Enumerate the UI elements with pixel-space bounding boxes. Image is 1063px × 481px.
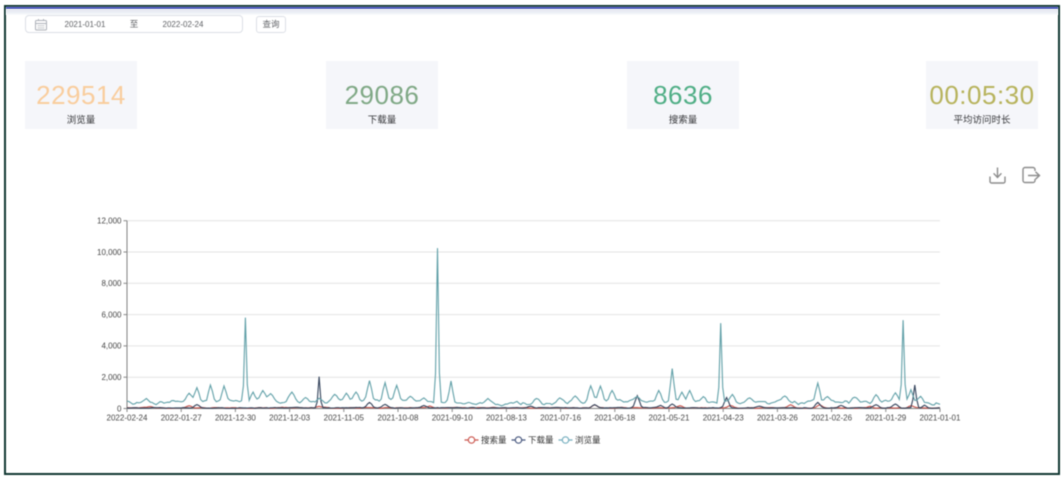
- svg-text:2021-08-13: 2021-08-13: [486, 414, 527, 423]
- svg-text:2021-11-05: 2021-11-05: [324, 414, 365, 423]
- svg-text:下载量: 下载量: [528, 435, 554, 445]
- svg-text:10,000: 10,000: [97, 248, 122, 257]
- svg-text:浏览量: 浏览量: [575, 435, 601, 445]
- svg-text:2021-02-26: 2021-02-26: [811, 414, 852, 423]
- svg-text:2021-07-16: 2021-07-16: [540, 414, 581, 423]
- svg-text:0: 0: [117, 404, 122, 413]
- svg-text:6,000: 6,000: [101, 310, 122, 319]
- svg-text:2021-06-18: 2021-06-18: [594, 414, 635, 423]
- svg-text:2021-03-26: 2021-03-26: [757, 414, 798, 423]
- svg-text:2021-05-21: 2021-05-21: [649, 414, 690, 423]
- svg-text:2,000: 2,000: [101, 373, 122, 382]
- svg-text:搜索量: 搜索量: [481, 435, 507, 445]
- svg-text:2021-10-08: 2021-10-08: [378, 414, 419, 423]
- svg-text:2021-12-03: 2021-12-03: [269, 414, 310, 423]
- svg-text:2021-04-23: 2021-04-23: [703, 414, 744, 423]
- svg-text:2022-01-27: 2022-01-27: [161, 414, 202, 423]
- svg-text:2022-02-24: 2022-02-24: [107, 414, 148, 423]
- svg-text:2021-01-01: 2021-01-01: [920, 414, 961, 423]
- svg-text:2021-01-29: 2021-01-29: [865, 414, 906, 423]
- svg-text:8,000: 8,000: [101, 279, 122, 288]
- svg-text:4,000: 4,000: [101, 342, 122, 351]
- svg-text:2021-09-10: 2021-09-10: [432, 414, 473, 423]
- svg-text:12,000: 12,000: [97, 217, 122, 226]
- svg-text:2021-12-30: 2021-12-30: [215, 414, 256, 423]
